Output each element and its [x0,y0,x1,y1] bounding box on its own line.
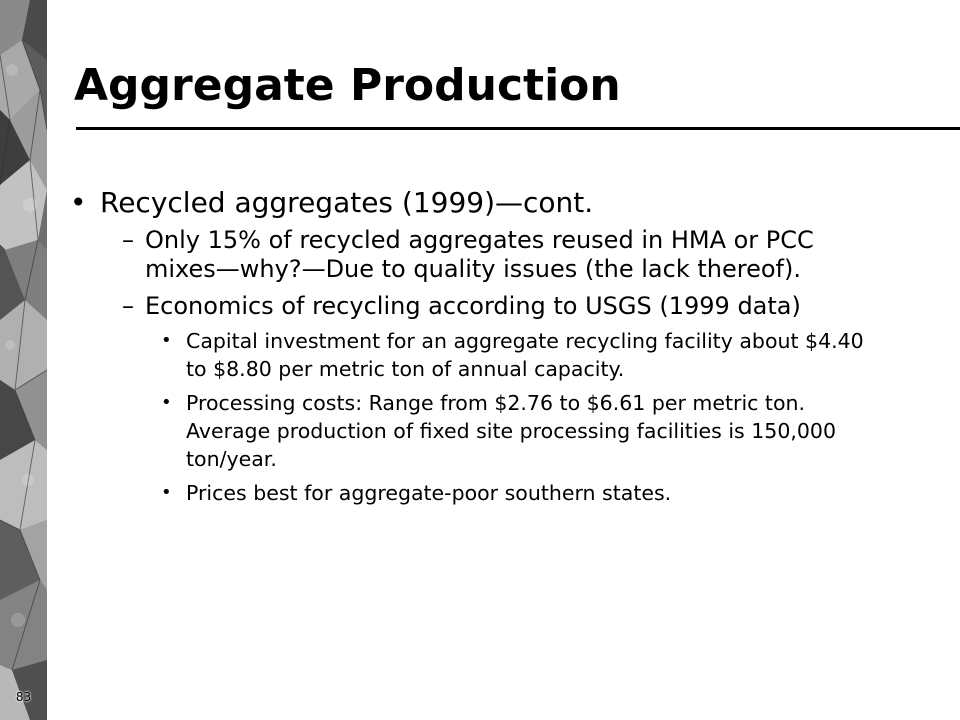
sub-bullet-text: Only 15% of recycled aggregates reused i… [145,226,814,283]
rock-texture-image [0,0,47,720]
detail-capital-investment: • Capital investment for an aggregate re… [161,327,930,383]
title-underline [76,127,960,130]
detail-processing-costs: • Processing costs: Range from $2.76 to … [161,389,930,473]
bullet-marker: • [161,330,172,351]
bullet-marker: • [161,482,172,503]
page-number: 83 [15,690,32,704]
detail-prices: • Prices best for aggregate-poor souther… [161,479,930,507]
dash-marker: – [122,226,134,254]
slide-content: • Recycled aggregates (1999)—cont. – Onl… [70,186,930,507]
sub-bullet-text: Economics of recycling according to USGS… [145,292,801,320]
bullet-text: Recycled aggregates (1999)—cont. [100,186,594,219]
bullet-recycled-aggregates: • Recycled aggregates (1999)—cont. [70,186,930,220]
detail-text: Prices best for aggregate-poor southern … [186,481,672,505]
dash-marker: – [122,292,134,320]
detail-text: Capital investment for an aggregate recy… [186,329,864,381]
detail-text: Processing costs: Range from $2.76 to $6… [186,391,837,471]
slide-title: Aggregate Production [74,60,621,111]
bullet-marker: • [161,392,172,413]
sub-bullet-reuse-rate: – Only 15% of recycled aggregates reused… [122,226,930,284]
sub-bullet-economics: – Economics of recycling according to US… [122,292,930,321]
bullet-marker: • [70,186,87,219]
